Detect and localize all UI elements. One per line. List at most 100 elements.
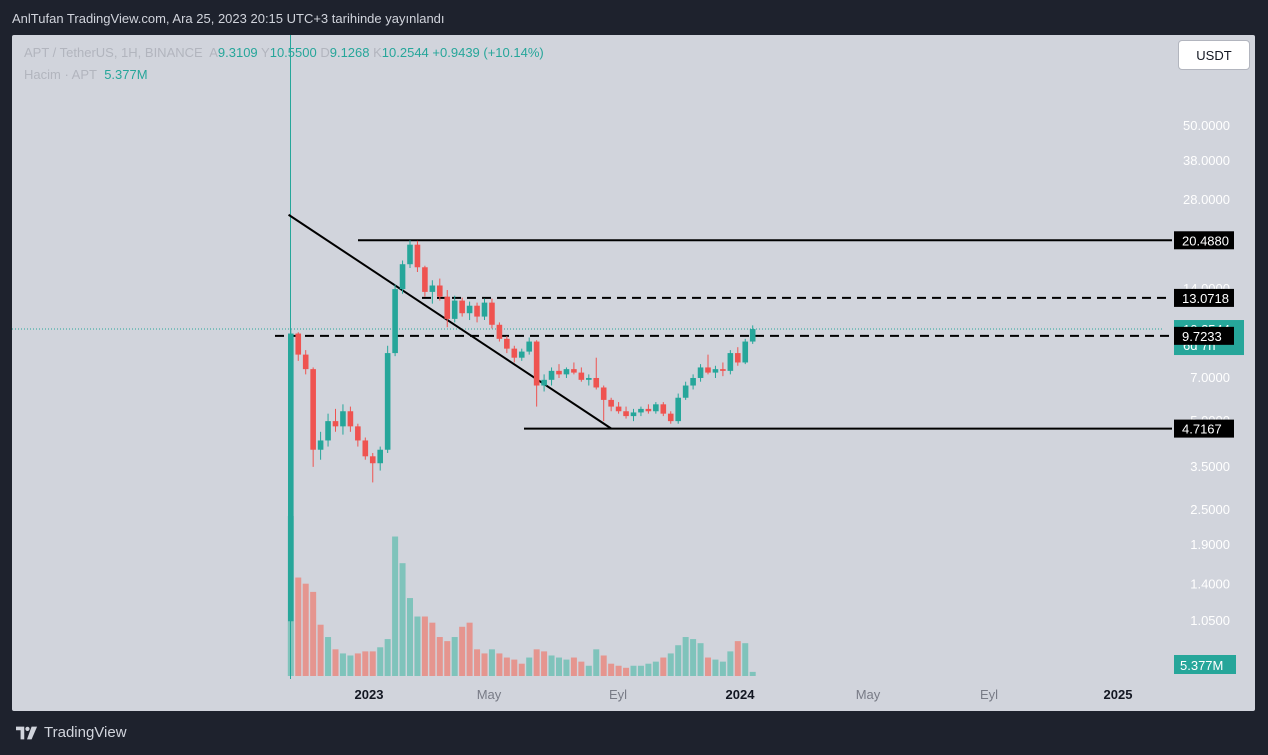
candle-body: [332, 421, 339, 427]
volume-bar: [354, 653, 361, 676]
ohlc-legend: APT / TetherUS, 1H, BINANCE A9.3109 Y10.…: [24, 45, 544, 60]
candle-body: [384, 353, 391, 450]
candle-body: [474, 305, 480, 317]
time-tick-label: 2024: [726, 687, 756, 702]
candle-body: [407, 244, 413, 265]
open-value: 9.3109: [217, 45, 258, 60]
time-tick-label: 2023: [355, 687, 384, 702]
candle-body: [489, 302, 495, 325]
candle-body: [511, 348, 518, 358]
price-chart[interactable]: 50.000038.000028.000014.00007.00005.0000…: [12, 35, 1255, 711]
time-tick-label: 2025: [1104, 687, 1133, 702]
volume-bar: [570, 657, 577, 676]
price-tick-label: 3.5000: [1190, 459, 1230, 474]
volume-bar: [466, 622, 473, 676]
volume-bar: [578, 661, 585, 676]
candle-body: [310, 369, 316, 450]
volume-bar: [541, 651, 548, 676]
candle-body: [422, 267, 428, 292]
candle-body: [414, 244, 421, 268]
trendline: [288, 213, 612, 430]
volume-bar: [414, 616, 421, 676]
publish-header: AnlTufan TradingView.com, Ara 25, 2023 2…: [12, 11, 445, 26]
volume-bar: [511, 659, 518, 676]
close-label: K: [373, 45, 382, 60]
candle-body: [675, 397, 681, 422]
level-price-badge: [1174, 231, 1234, 250]
candle-body: [630, 412, 637, 417]
volume-bar: [697, 643, 704, 676]
time-tick-label: Eyl: [980, 687, 998, 702]
level-price-label: 4.7167: [1182, 422, 1222, 437]
volume-bar: [742, 643, 749, 676]
chart-panel: [12, 35, 1255, 711]
candle-body: [392, 289, 398, 354]
footer-brand-label: TradingView: [44, 724, 127, 741]
candle-body: [466, 305, 473, 314]
volume-bar: [585, 665, 592, 676]
candle-body: [600, 387, 607, 400]
candle-body: [541, 379, 547, 386]
candle-body: [735, 353, 741, 363]
volume-bar: [727, 651, 734, 676]
volume-bar: [667, 653, 674, 676]
volume-bar: [317, 624, 324, 676]
level-price-label: 9.7233: [1182, 329, 1222, 344]
volume-bar: [690, 639, 697, 676]
candle-body: [288, 333, 294, 622]
candle-body: [496, 324, 503, 339]
price-tick-label: 38.0000: [1183, 153, 1230, 168]
price-tick-label: 1.9000: [1190, 537, 1230, 552]
volume-value-badge: [1174, 655, 1236, 674]
volume-bar: [369, 651, 376, 676]
candle-body: [481, 302, 488, 317]
volume-bar: [660, 657, 667, 676]
volume-bar: [310, 591, 317, 676]
currency-button[interactable]: USDT: [1178, 40, 1250, 70]
volume-bar: [518, 663, 525, 676]
volume-bar: [444, 641, 451, 676]
volume-bar: [719, 661, 726, 676]
volume-bar: [392, 536, 399, 676]
candle-body: [556, 370, 562, 375]
volume-bar: [421, 616, 428, 676]
volume-bar: [623, 667, 630, 676]
volume-bar: [451, 637, 458, 676]
time-tick-label: May: [477, 687, 502, 702]
price-tick-label: 50.0000: [1183, 118, 1230, 133]
volume-bar: [377, 647, 384, 676]
candle-body: [362, 440, 369, 457]
level-price-label: 20.4880: [1182, 233, 1229, 248]
high-value: 10.5500: [269, 45, 317, 60]
candle-body: [563, 369, 570, 375]
volume-bar: [637, 665, 644, 676]
volume-bar: [533, 649, 540, 676]
volume-bar: [749, 671, 756, 676]
candle-body: [459, 300, 465, 314]
change-value: +0.9439 (+10.14%): [432, 45, 544, 60]
candle-body: [615, 406, 622, 412]
footer-brand[interactable]: TradingView: [16, 724, 127, 741]
drawing-lines: [12, 35, 1172, 679]
candle-body: [369, 456, 376, 464]
candle-body: [690, 377, 696, 386]
candle-body: [593, 377, 600, 388]
tradingview-logo-icon: [16, 726, 38, 739]
volume-legend: Hacim · APT 5.377M: [24, 67, 148, 82]
volume-bar: [347, 655, 354, 676]
volume-bar: [332, 649, 339, 676]
candle-body: [653, 404, 659, 412]
volume-bar: [325, 637, 332, 676]
candle-body: [355, 426, 361, 441]
candle-body: [526, 341, 532, 352]
candle-body: [727, 353, 734, 371]
volume-bar: [563, 659, 570, 676]
volume-bar: [496, 653, 503, 676]
candle-body: [623, 411, 629, 417]
candle-body: [533, 341, 540, 386]
volume-bar: [645, 663, 652, 676]
candle-body: [429, 285, 436, 292]
candle-body: [571, 369, 577, 373]
candle-body: [638, 408, 644, 413]
